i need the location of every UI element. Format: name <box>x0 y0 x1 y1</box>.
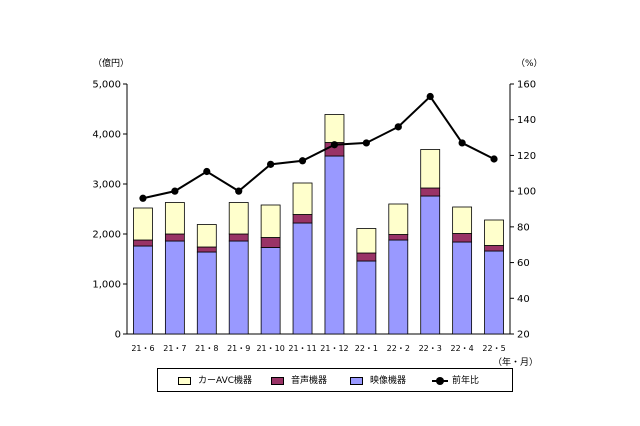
bar-segment <box>420 149 441 189</box>
legend-swatch-audio <box>271 377 284 385</box>
x-tick-label: 22・4 <box>450 344 473 353</box>
x-tick-label: 21・9 <box>227 344 250 353</box>
bar-segment <box>484 219 504 246</box>
legend-marker-yoy <box>436 377 444 385</box>
right-axis-tick-label: 80 <box>517 222 530 233</box>
bar-segment <box>164 240 185 335</box>
bar-segment <box>292 182 313 215</box>
x-tick-label: 22・1 <box>355 344 378 353</box>
bar-segment <box>164 202 185 235</box>
bar-segment <box>292 214 313 224</box>
bar-segment <box>260 247 281 335</box>
left-axis-tick-label: 1,000 <box>92 280 121 291</box>
left-axis-unit: （億円） <box>93 59 130 69</box>
legend-label-car-avc: カーAVC機器 <box>198 376 253 386</box>
x-tick-label: 22・5 <box>482 344 505 353</box>
bar-segment <box>324 155 345 335</box>
yoy-point <box>426 92 434 101</box>
x-tick-label: 21・7 <box>163 344 186 353</box>
bar-segment <box>420 195 441 335</box>
yoy-point <box>458 139 466 147</box>
bar-segment <box>324 114 345 143</box>
right-axis-unit: （%） <box>516 59 543 69</box>
bar-segment <box>388 203 409 235</box>
yoy-point <box>235 187 243 195</box>
yoy-point <box>362 139 370 147</box>
left-axis-tick-label: 0 <box>115 330 121 341</box>
bar-segment <box>484 250 504 335</box>
x-tick-label: 22・2 <box>387 344 410 353</box>
left-axis-tick-label: 2,000 <box>92 230 121 241</box>
bar-segment <box>228 202 249 235</box>
left-axis-tick-label: 5,000 <box>92 80 121 91</box>
x-tick-label: 21・10 <box>256 344 284 353</box>
bar-segment <box>196 224 217 248</box>
yoy-point <box>203 167 211 176</box>
legend-swatch-car-avc <box>178 377 191 385</box>
yoy-line <box>142 94 495 200</box>
yoy-point <box>330 141 339 149</box>
x-tick-label: 22・3 <box>419 344 442 353</box>
yoy-point <box>267 160 275 168</box>
x-axis-unit: （年・月） <box>493 358 539 368</box>
legend-swatch-video <box>350 377 363 385</box>
right-axis-tick-label: 100 <box>517 187 536 198</box>
right-axis-tick-label: 60 <box>517 258 530 269</box>
left-axis-tick-label: 3,000 <box>92 180 121 191</box>
right-axis-tick-label: 140 <box>517 115 536 126</box>
bar-segment <box>260 204 281 238</box>
yoy-point <box>490 155 498 163</box>
left-axis-tick-label: 4,000 <box>92 130 121 141</box>
yoy-point <box>139 194 147 202</box>
bar-segment <box>228 240 249 335</box>
right-axis-tick-label: 120 <box>517 151 536 162</box>
legend-label-audio: 音声機器 <box>291 376 328 386</box>
legend-label-video: 映像機器 <box>370 376 407 386</box>
bar-segment <box>356 252 377 262</box>
x-tick-label: 21・11 <box>288 344 316 353</box>
bar-segment <box>292 222 313 335</box>
right-axis-tick-label: 40 <box>517 294 530 305</box>
x-tick-label: 21・12 <box>320 344 348 353</box>
bar-segment <box>388 239 409 335</box>
legend-label-yoy: 前年比 <box>452 376 480 386</box>
bar-segment <box>196 251 217 335</box>
legend: カーAVC機器 音声機器 映像機器 前年比 <box>157 368 513 392</box>
x-tick-label: 21・8 <box>195 344 218 353</box>
bar-segment <box>260 237 281 248</box>
bar-segment <box>133 245 153 335</box>
yoy-point <box>298 157 307 165</box>
x-tick-label: 21・6 <box>131 344 154 353</box>
bar-segment <box>133 207 153 241</box>
bar-segment <box>356 260 377 335</box>
right-axis-tick-label: 20 <box>517 330 530 341</box>
bar-segment <box>133 239 153 247</box>
bar-segment <box>420 187 441 197</box>
bar-segment <box>452 233 473 243</box>
bar-segment <box>356 228 377 254</box>
bar-segment <box>164 233 185 242</box>
bar-segment <box>388 234 409 241</box>
bar-segment <box>484 245 504 252</box>
bar-segment <box>228 233 249 242</box>
yoy-point <box>394 123 402 131</box>
bar-segment <box>452 206 473 234</box>
bar-segment <box>452 241 473 335</box>
bar-segment <box>196 246 217 253</box>
yoy-point <box>171 187 179 195</box>
right-axis-tick-label: 160 <box>517 80 536 91</box>
